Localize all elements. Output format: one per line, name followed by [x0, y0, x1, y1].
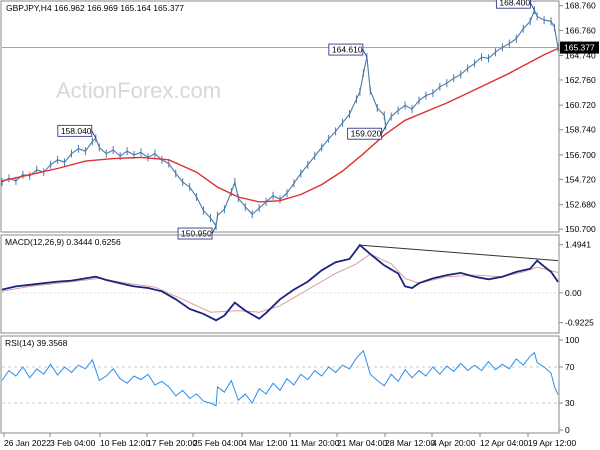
callout-label: 164.610	[332, 45, 363, 55]
callout-box	[57, 124, 93, 137]
callout-box	[495, 0, 531, 9]
callout-box	[177, 227, 213, 240]
macd-line	[1, 243, 559, 322]
callout-label: 159.020	[351, 129, 382, 139]
x-tick-label: 21 Mar 04:00	[337, 438, 387, 448]
macd-y-tick-label: -0.9225	[565, 318, 594, 328]
rsi-y-tick-label: 0	[565, 425, 570, 435]
x-tick-label: 12 Apr 04:00	[480, 438, 528, 448]
macd-trendline	[359, 244, 559, 262]
rsi-y-tick-label: 100	[565, 335, 579, 345]
callout-leader	[91, 130, 97, 139]
callout-leader	[381, 126, 386, 134]
price-y-tick-label: 152.680	[565, 200, 596, 210]
x-tick-label: 4 Apr 20:00	[432, 438, 476, 448]
price-y-tick-label: 158.740	[565, 125, 596, 135]
callout-leader	[211, 225, 217, 234]
moving-average-line	[1, 47, 559, 203]
x-tick-label: 17 Feb 20:00	[147, 438, 197, 448]
price-y-tick-label: 154.720	[565, 174, 596, 184]
price-y-tick-label: 162.760	[565, 75, 596, 85]
price-y-tick-label: 166.760	[565, 25, 596, 35]
rsi-line	[1, 349, 559, 407]
rsi-y-tick-label: 30	[565, 398, 575, 408]
macd-panel-frame	[0, 234, 560, 334]
x-tick-label: 25 Feb 04:00	[193, 438, 243, 448]
callout-label: 150.950	[181, 229, 212, 239]
callout-leader	[530, 2, 535, 11]
rsi-panel-frame	[0, 335, 560, 434]
price-panel: GBPJPY,H4 166.962 166.969 165.164 165.37…	[0, 0, 599, 240]
callout-box	[347, 127, 383, 140]
rsi-panel-title: RSI(14) 39.3568	[5, 338, 68, 348]
x-tick-label: 28 Mar 12:00	[385, 438, 435, 448]
current-price-label: 165.377	[564, 43, 595, 53]
x-tick-label: 26 Jan 2022	[4, 438, 51, 448]
callout-box	[328, 43, 364, 56]
macd-y-tick-label: 1.4941	[565, 240, 591, 250]
x-tick-label: 19 Apr 12:00	[528, 438, 576, 448]
x-tick-label: 11 Mar 20:00	[290, 438, 340, 448]
callout-leader	[362, 49, 368, 58]
x-tick-label: 4 Mar 12:00	[242, 438, 288, 448]
rsi-y-tick-label: 70	[565, 362, 575, 372]
macd-panel: MACD(12,26,9) 0.3444 0.6256 1.4941 0.00 -0…	[0, 234, 594, 334]
macd-panel-title: MACD(12,26,9) 0.3444 0.6256	[5, 237, 121, 247]
callout-label: 168.400	[499, 0, 530, 8]
price-y-tick-label: 164.740	[565, 50, 596, 60]
x-tick-label: 10 Feb 12:00	[100, 438, 150, 448]
x-tick-label: 3 Feb 04:00	[50, 438, 96, 448]
price-y-tick-label: 160.720	[565, 100, 596, 110]
price-panel-title: GBPJPY,H4 166.962 166.969 165.164 165.37…	[6, 3, 184, 13]
macd-y-tick-label: 0.00	[565, 288, 582, 298]
current-price-box	[560, 41, 599, 54]
price-y-tick-label: 156.700	[565, 150, 596, 160]
price-panel-frame	[0, 0, 560, 233]
price-y-tick-label: 150.700	[565, 224, 596, 234]
callout-label: 158.040	[61, 126, 92, 136]
price-y-tick-label: 168.760	[565, 1, 596, 11]
rsi-panel: RSI(14) 39.3568 100 70 30 0	[0, 335, 579, 435]
watermark: ActionForex.com	[56, 78, 221, 103]
